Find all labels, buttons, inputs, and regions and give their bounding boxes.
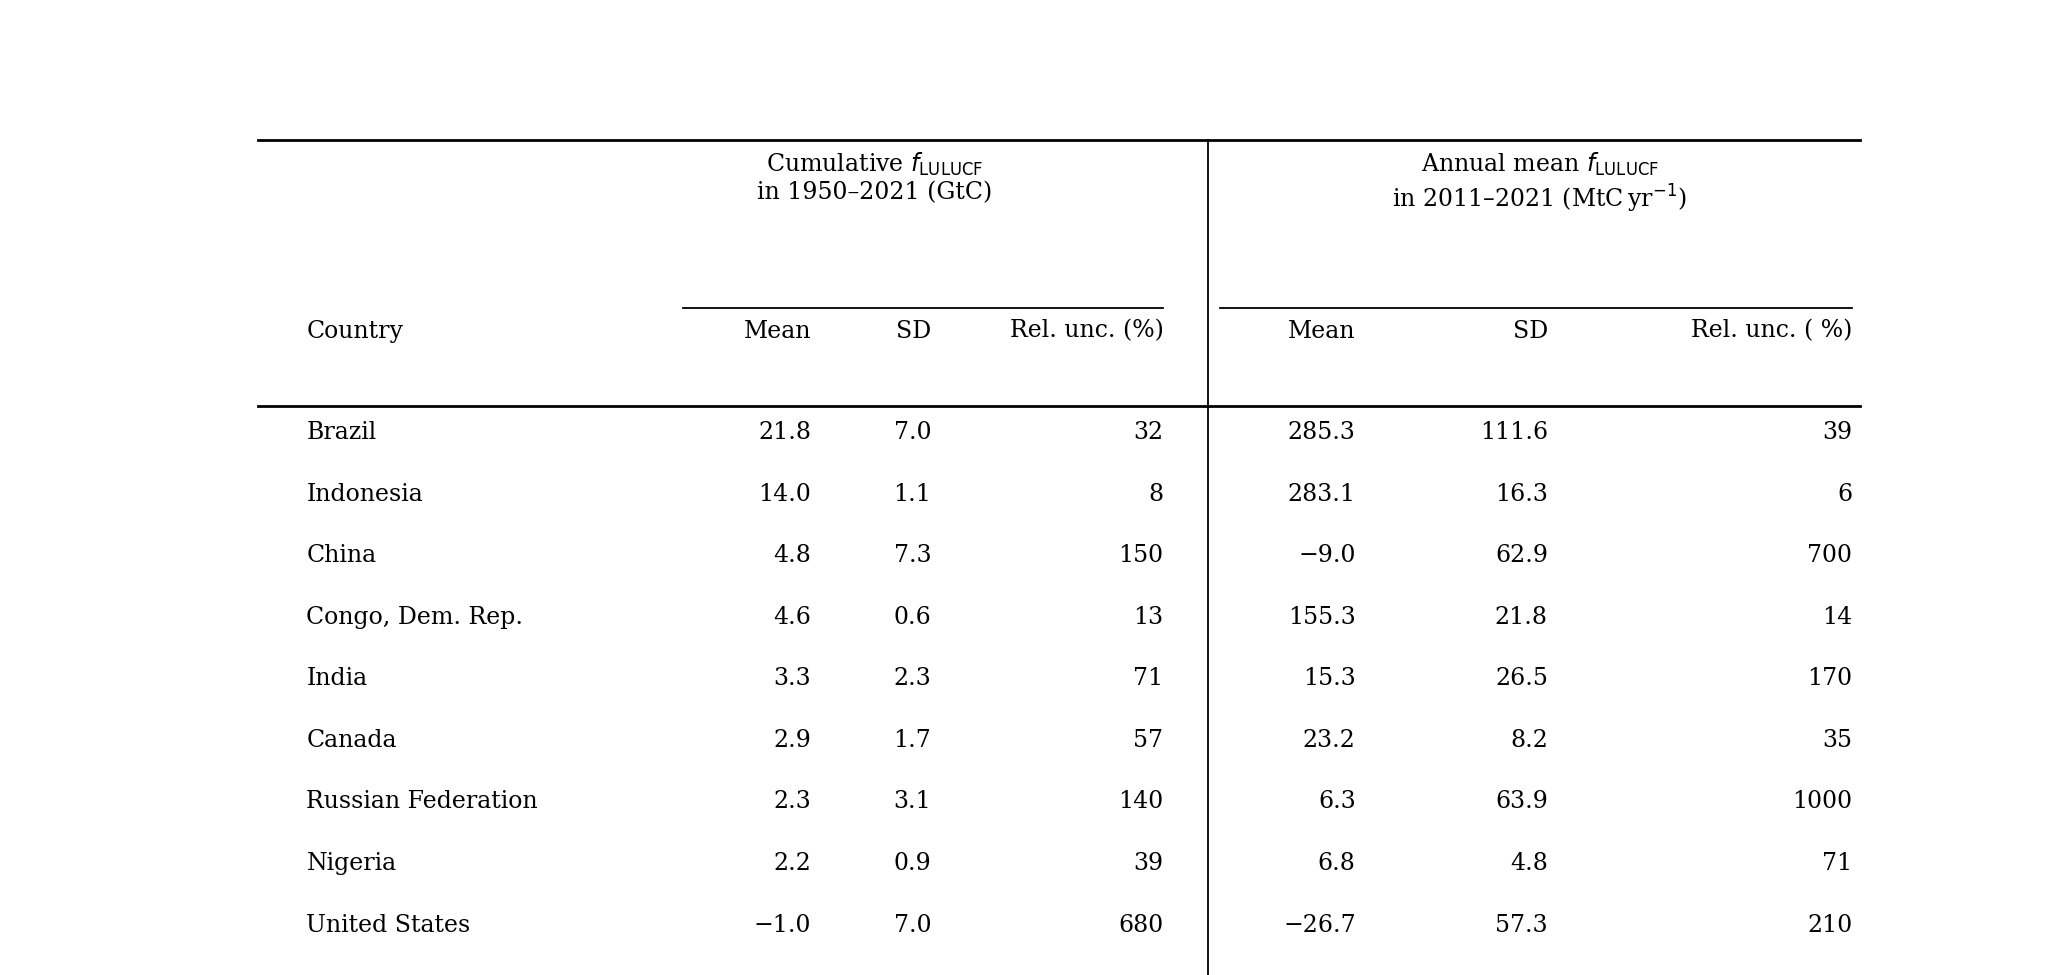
Text: 39: 39: [1133, 852, 1164, 875]
Text: Brazil: Brazil: [306, 421, 376, 444]
Text: 21.8: 21.8: [1494, 605, 1548, 629]
Text: Rel. unc. (%): Rel. unc. (%): [1009, 320, 1164, 342]
Text: 23.2: 23.2: [1302, 729, 1356, 752]
Text: 150: 150: [1118, 544, 1164, 567]
Text: Country: Country: [306, 320, 403, 342]
Text: 2.2: 2.2: [773, 852, 810, 875]
Text: 155.3: 155.3: [1288, 605, 1356, 629]
Text: 6.8: 6.8: [1319, 852, 1356, 875]
Text: SD: SD: [1513, 320, 1548, 342]
Text: 4.8: 4.8: [773, 544, 810, 567]
Text: 283.1: 283.1: [1288, 483, 1356, 506]
Text: 3.3: 3.3: [773, 667, 810, 690]
Text: 0.9: 0.9: [893, 852, 930, 875]
Text: 140: 140: [1118, 791, 1164, 813]
Text: Russian Federation: Russian Federation: [306, 791, 537, 813]
Text: −26.7: −26.7: [1284, 914, 1356, 937]
Text: 71: 71: [1823, 852, 1852, 875]
Text: 1.7: 1.7: [893, 729, 930, 752]
Text: 21.8: 21.8: [759, 421, 810, 444]
Text: 4.8: 4.8: [1511, 852, 1548, 875]
Text: 680: 680: [1118, 914, 1164, 937]
Text: 7.0: 7.0: [893, 914, 930, 937]
Text: 7.0: 7.0: [893, 421, 930, 444]
Text: 16.3: 16.3: [1494, 483, 1548, 506]
Text: 8.2: 8.2: [1511, 729, 1548, 752]
Text: 210: 210: [1807, 914, 1852, 937]
Text: 71: 71: [1133, 667, 1164, 690]
Text: 111.6: 111.6: [1480, 421, 1548, 444]
Text: 7.3: 7.3: [893, 544, 930, 567]
Text: 2.3: 2.3: [893, 667, 930, 690]
Text: United States: United States: [306, 914, 471, 937]
Text: 6.3: 6.3: [1319, 791, 1356, 813]
Text: 14: 14: [1821, 605, 1852, 629]
Text: 57.3: 57.3: [1494, 914, 1548, 937]
Text: −9.0: −9.0: [1298, 544, 1356, 567]
Text: 62.9: 62.9: [1494, 544, 1548, 567]
Text: 2.3: 2.3: [773, 791, 810, 813]
Text: China: China: [306, 544, 376, 567]
Text: 13: 13: [1133, 605, 1164, 629]
Text: 2.9: 2.9: [773, 729, 810, 752]
Text: India: India: [306, 667, 368, 690]
Text: 0.6: 0.6: [893, 605, 930, 629]
Text: −1.0: −1.0: [754, 914, 810, 937]
Text: 8: 8: [1149, 483, 1164, 506]
Text: 15.3: 15.3: [1302, 667, 1356, 690]
Text: 32: 32: [1133, 421, 1164, 444]
Text: 63.9: 63.9: [1494, 791, 1548, 813]
Text: Rel. unc. ( %): Rel. unc. ( %): [1691, 320, 1852, 342]
Text: Mean: Mean: [1288, 320, 1356, 342]
Text: Cumulative $f_\mathrm{LULUCF}$
in 1950–2021 (GtC): Cumulative $f_\mathrm{LULUCF}$ in 1950–2…: [757, 151, 992, 205]
Text: 57: 57: [1133, 729, 1164, 752]
Text: 26.5: 26.5: [1494, 667, 1548, 690]
Text: 285.3: 285.3: [1288, 421, 1356, 444]
Text: 3.1: 3.1: [893, 791, 930, 813]
Text: 35: 35: [1823, 729, 1852, 752]
Text: SD: SD: [895, 320, 930, 342]
Text: Annual mean $f_\mathrm{LULUCF}$
in 2011–2021 (MtC yr$^{-1}$): Annual mean $f_\mathrm{LULUCF}$ in 2011–…: [1393, 151, 1687, 215]
Text: 1000: 1000: [1792, 791, 1852, 813]
Text: 700: 700: [1807, 544, 1852, 567]
Text: 4.6: 4.6: [773, 605, 810, 629]
Text: 39: 39: [1823, 421, 1852, 444]
Text: Congo, Dem. Rep.: Congo, Dem. Rep.: [306, 605, 523, 629]
Text: 6: 6: [1838, 483, 1852, 506]
Text: 14.0: 14.0: [759, 483, 810, 506]
Text: Nigeria: Nigeria: [306, 852, 397, 875]
Text: Indonesia: Indonesia: [306, 483, 424, 506]
Text: Mean: Mean: [744, 320, 810, 342]
Text: 170: 170: [1807, 667, 1852, 690]
Text: Canada: Canada: [306, 729, 397, 752]
Text: 1.1: 1.1: [893, 483, 930, 506]
